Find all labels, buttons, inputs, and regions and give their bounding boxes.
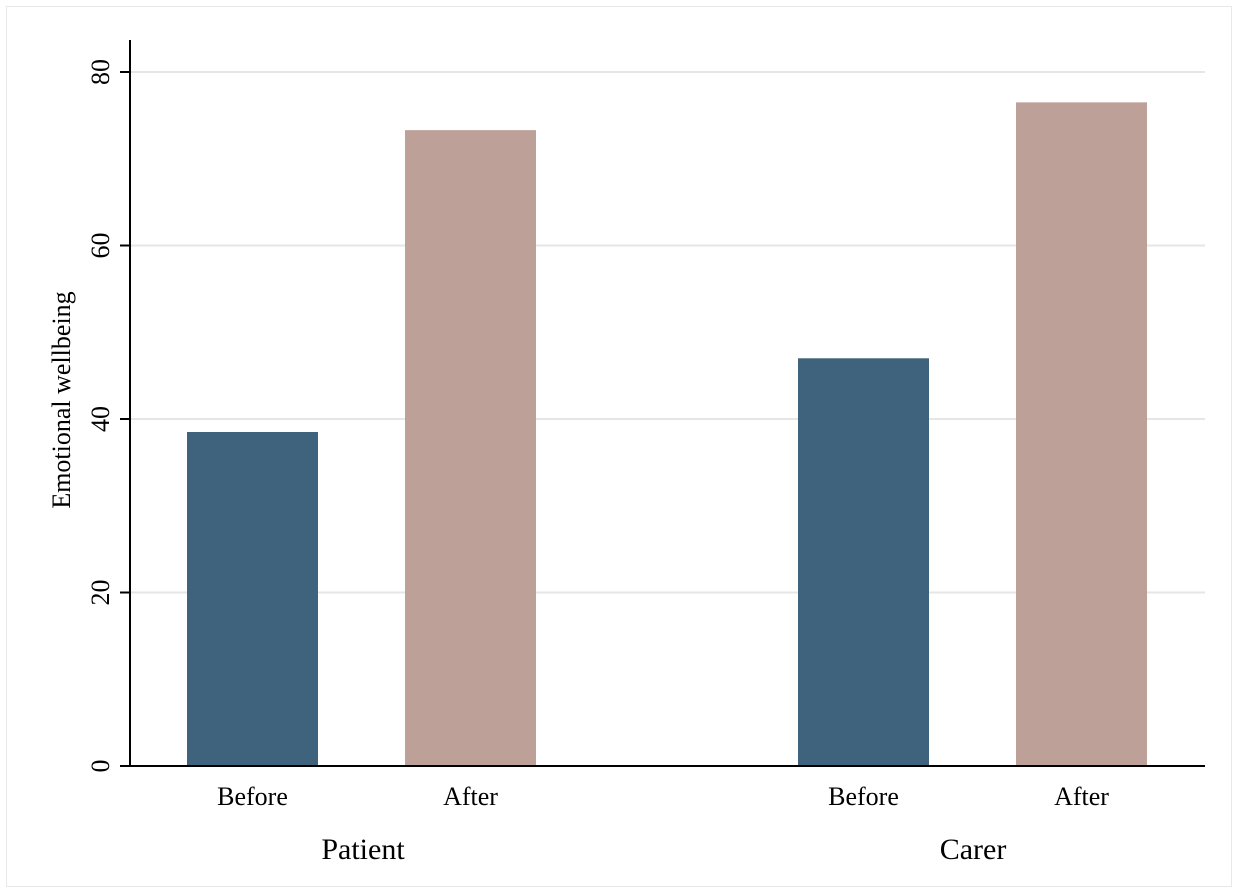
bar-carer-after bbox=[1016, 102, 1147, 767]
x-category-label-carer-after: After bbox=[1054, 782, 1109, 811]
bars bbox=[187, 102, 1147, 767]
x-group-label-carer: Carer bbox=[940, 833, 1007, 866]
x-group-label-patient: Patient bbox=[321, 833, 405, 866]
bar-patient-before bbox=[187, 432, 318, 766]
y-tick-label-80: 80 bbox=[86, 59, 115, 85]
category-labels: Before After Patient Before After Carer bbox=[217, 782, 1109, 866]
y-tick-label-0: 0 bbox=[86, 760, 115, 773]
x-category-label-carer-before: Before bbox=[828, 782, 899, 811]
y-ticks: 0 20 40 60 80 bbox=[86, 59, 130, 773]
y-tick-label-40: 40 bbox=[86, 406, 115, 432]
axes bbox=[129, 40, 1205, 767]
bar-carer-before bbox=[798, 358, 929, 766]
y-tick-label-20: 20 bbox=[86, 580, 115, 606]
bar-patient-after bbox=[405, 130, 536, 766]
x-category-label-patient-after: After bbox=[443, 782, 498, 811]
y-tick-label-60: 60 bbox=[86, 233, 115, 259]
y-axis-title: Emotional wellbeing bbox=[47, 291, 76, 508]
x-category-label-patient-before: Before bbox=[217, 782, 288, 811]
